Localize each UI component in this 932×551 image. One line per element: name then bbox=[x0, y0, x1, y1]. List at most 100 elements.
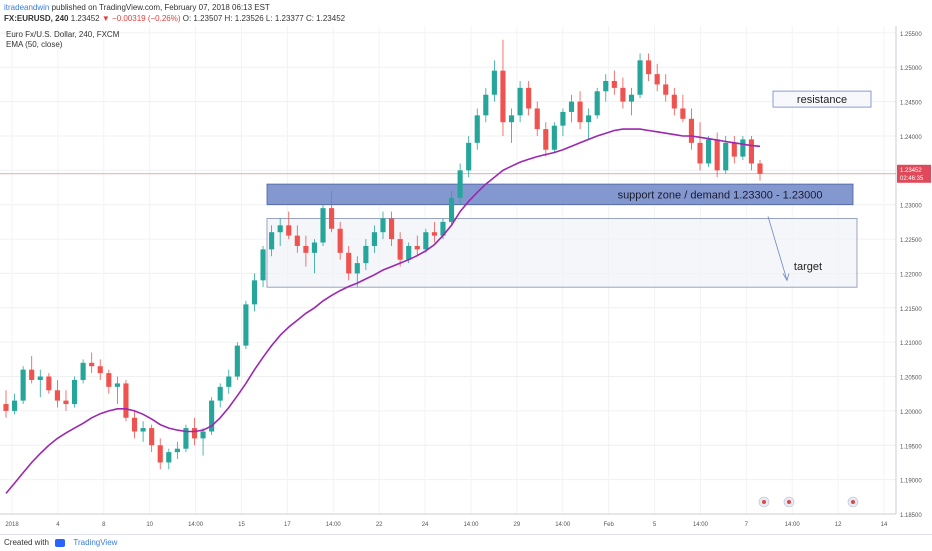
candle-body bbox=[217, 386, 223, 401]
x-tick-label: 14:00 bbox=[326, 522, 342, 528]
candle-body bbox=[671, 94, 677, 109]
candle-body bbox=[577, 101, 583, 123]
candle-body bbox=[346, 252, 352, 274]
candle-body bbox=[183, 428, 189, 449]
x-tick-label: 14:00 bbox=[555, 522, 571, 528]
candle-body bbox=[3, 404, 9, 411]
candle-body bbox=[277, 225, 283, 233]
candle-body bbox=[303, 245, 309, 253]
x-tick-label: 14 bbox=[881, 522, 888, 528]
candle-body bbox=[414, 245, 420, 250]
candle-body bbox=[603, 80, 609, 92]
candle-body bbox=[388, 218, 395, 240]
y-tick-label: 1.22000 bbox=[900, 272, 922, 278]
tradingview-link[interactable]: TradingView bbox=[73, 538, 118, 547]
candle-body bbox=[11, 400, 18, 411]
publish-header: itradeandwin published on TradingView.co… bbox=[0, 0, 932, 26]
candle-body bbox=[688, 118, 695, 143]
y-tick-label: 1.21000 bbox=[900, 341, 922, 347]
y-tick-label: 1.19500 bbox=[900, 444, 922, 450]
created-with-text: Created with bbox=[4, 538, 49, 547]
candle-body bbox=[508, 115, 515, 123]
candle-body bbox=[157, 445, 163, 463]
candle-body bbox=[174, 448, 180, 453]
candle-body bbox=[620, 87, 626, 102]
price-change: −0.00319 (−0.26%) bbox=[112, 14, 181, 23]
target-arrowhead bbox=[782, 273, 790, 282]
author-link[interactable]: itradeandwin bbox=[4, 3, 50, 12]
y-tick-label: 1.24000 bbox=[900, 135, 922, 141]
candle-body bbox=[54, 390, 60, 401]
down-arrow-icon: ▼ bbox=[101, 14, 110, 23]
last-price-tag bbox=[897, 164, 931, 183]
candle-body bbox=[560, 111, 566, 126]
x-tick-label: 10 bbox=[146, 522, 153, 528]
published-text: published on TradingView.com, February 0… bbox=[51, 3, 270, 12]
x-tick-label: 14:00 bbox=[188, 522, 204, 528]
candle-body bbox=[286, 225, 292, 236]
y-tick-label: 1.20000 bbox=[900, 410, 922, 416]
candle-body bbox=[448, 197, 455, 222]
candle-body bbox=[131, 417, 138, 432]
flag-dot-icon bbox=[787, 500, 791, 504]
candle-body bbox=[646, 60, 652, 75]
price-chart[interactable]: 1.255001.250001.245001.240001.235001.230… bbox=[0, 26, 932, 534]
candle-body bbox=[431, 232, 437, 236]
candle-body bbox=[234, 345, 240, 377]
candle-body bbox=[500, 70, 506, 123]
legend-title: Euro Fx/U.S. Dollar, 240, FXCM bbox=[6, 30, 120, 39]
x-tick-label: 4 bbox=[56, 522, 60, 528]
candle-body bbox=[123, 383, 129, 418]
y-tick-label: 1.24500 bbox=[900, 101, 922, 107]
candle-body bbox=[80, 362, 86, 380]
x-tick-label: 8 bbox=[102, 522, 106, 528]
countdown-tag-value: 02:46:35 bbox=[900, 176, 924, 182]
candle-body bbox=[714, 139, 720, 171]
candle-body bbox=[594, 91, 600, 116]
candle-body bbox=[526, 87, 532, 109]
candle-body bbox=[731, 142, 737, 157]
x-tick-label: 17 bbox=[284, 522, 291, 528]
candle-body bbox=[628, 94, 635, 102]
candle-body bbox=[63, 400, 69, 405]
y-tick-label: 1.25000 bbox=[900, 66, 922, 72]
support-zone bbox=[266, 183, 854, 206]
candle-body bbox=[663, 84, 669, 95]
candle-body bbox=[89, 362, 95, 367]
candle-body bbox=[440, 221, 446, 236]
chart-legend: Euro Fx/U.S. Dollar, 240, FXCM EMA (50, … bbox=[6, 30, 119, 50]
tradingview-logo-icon bbox=[55, 538, 66, 547]
footer: Created with TradingView bbox=[0, 534, 932, 550]
candle-body bbox=[337, 228, 343, 253]
candle-body bbox=[354, 263, 360, 274]
candle-body bbox=[723, 142, 729, 171]
candle-body bbox=[37, 376, 43, 380]
y-tick-label: 1.18500 bbox=[900, 513, 922, 519]
target-arrow bbox=[767, 216, 788, 281]
candle-body bbox=[294, 235, 300, 246]
flag-dot-icon bbox=[851, 500, 855, 504]
candle-body bbox=[551, 125, 557, 150]
y-tick-label: 1.21500 bbox=[900, 307, 922, 313]
candle-body bbox=[371, 232, 378, 246]
x-tick-label: Feb bbox=[603, 522, 614, 528]
resistance-box bbox=[772, 90, 872, 108]
candle-body bbox=[466, 142, 472, 171]
candle-body bbox=[457, 170, 463, 198]
candle-body bbox=[106, 373, 112, 387]
candle-body bbox=[380, 218, 386, 233]
last-price: 1.23452 bbox=[70, 14, 100, 23]
candle-body bbox=[251, 280, 258, 305]
x-tick-label: 14:00 bbox=[693, 522, 709, 528]
x-tick-label: 22 bbox=[376, 522, 383, 528]
candle-body bbox=[740, 139, 746, 157]
candle-body bbox=[269, 232, 275, 250]
x-tick-label: 14:00 bbox=[463, 522, 479, 528]
candle-body bbox=[423, 232, 429, 250]
candle-body bbox=[191, 428, 198, 439]
last-price-tag-value: 1.23452 bbox=[900, 168, 922, 174]
flag-dot-icon bbox=[762, 500, 766, 504]
candle-body bbox=[363, 245, 369, 264]
chart-area[interactable]: 1.255001.250001.245001.240001.235001.230… bbox=[0, 26, 932, 534]
candle-body bbox=[534, 108, 540, 130]
